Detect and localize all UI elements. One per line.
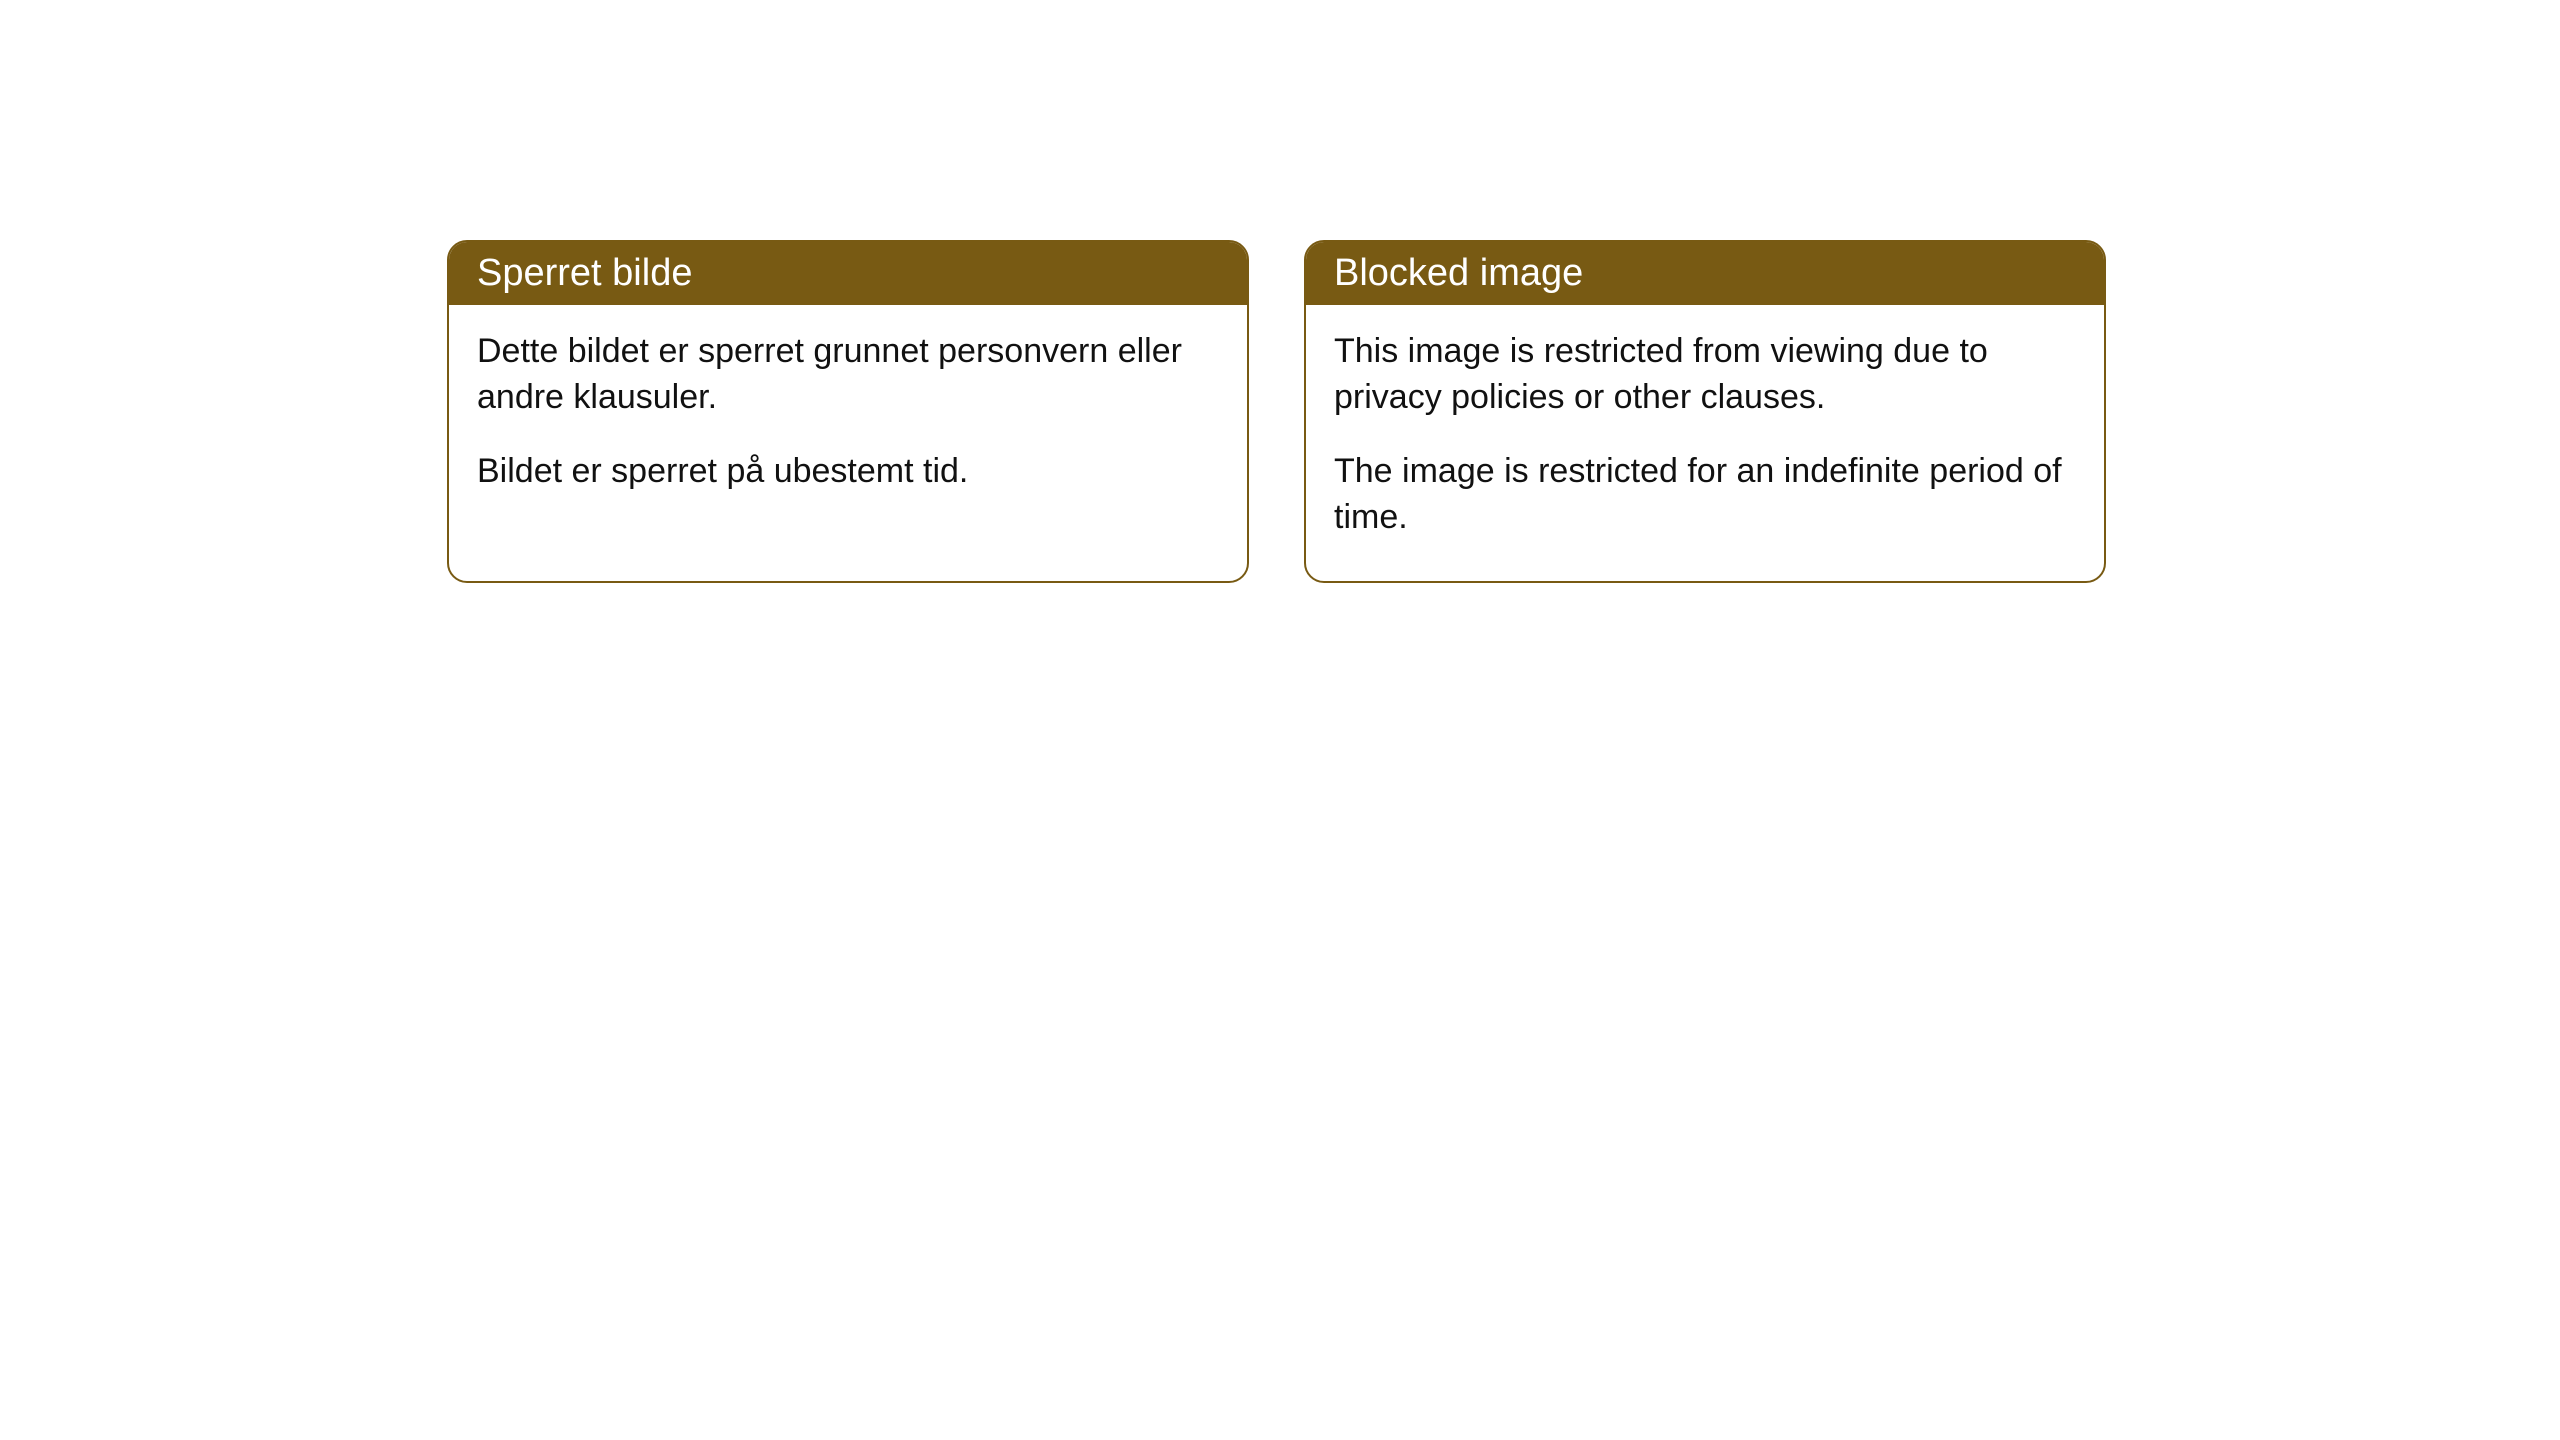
card-title: Sperret bilde [477, 252, 692, 294]
card-body: Dette bildet er sperret grunnet personve… [449, 305, 1247, 535]
card-header: Blocked image [1306, 242, 2104, 305]
card-title: Blocked image [1334, 252, 1583, 294]
card-paragraph: Dette bildet er sperret grunnet personve… [477, 329, 1219, 421]
notice-cards-container: Sperret bilde Dette bildet er sperret gr… [447, 240, 2106, 583]
card-paragraph: This image is restricted from viewing du… [1334, 329, 2076, 421]
card-body: This image is restricted from viewing du… [1306, 305, 2104, 581]
card-header: Sperret bilde [449, 242, 1247, 305]
card-paragraph: Bildet er sperret på ubestemt tid. [477, 449, 1219, 495]
notice-card-english: Blocked image This image is restricted f… [1304, 240, 2106, 583]
card-paragraph: The image is restricted for an indefinit… [1334, 449, 2076, 541]
notice-card-norwegian: Sperret bilde Dette bildet er sperret gr… [447, 240, 1249, 583]
